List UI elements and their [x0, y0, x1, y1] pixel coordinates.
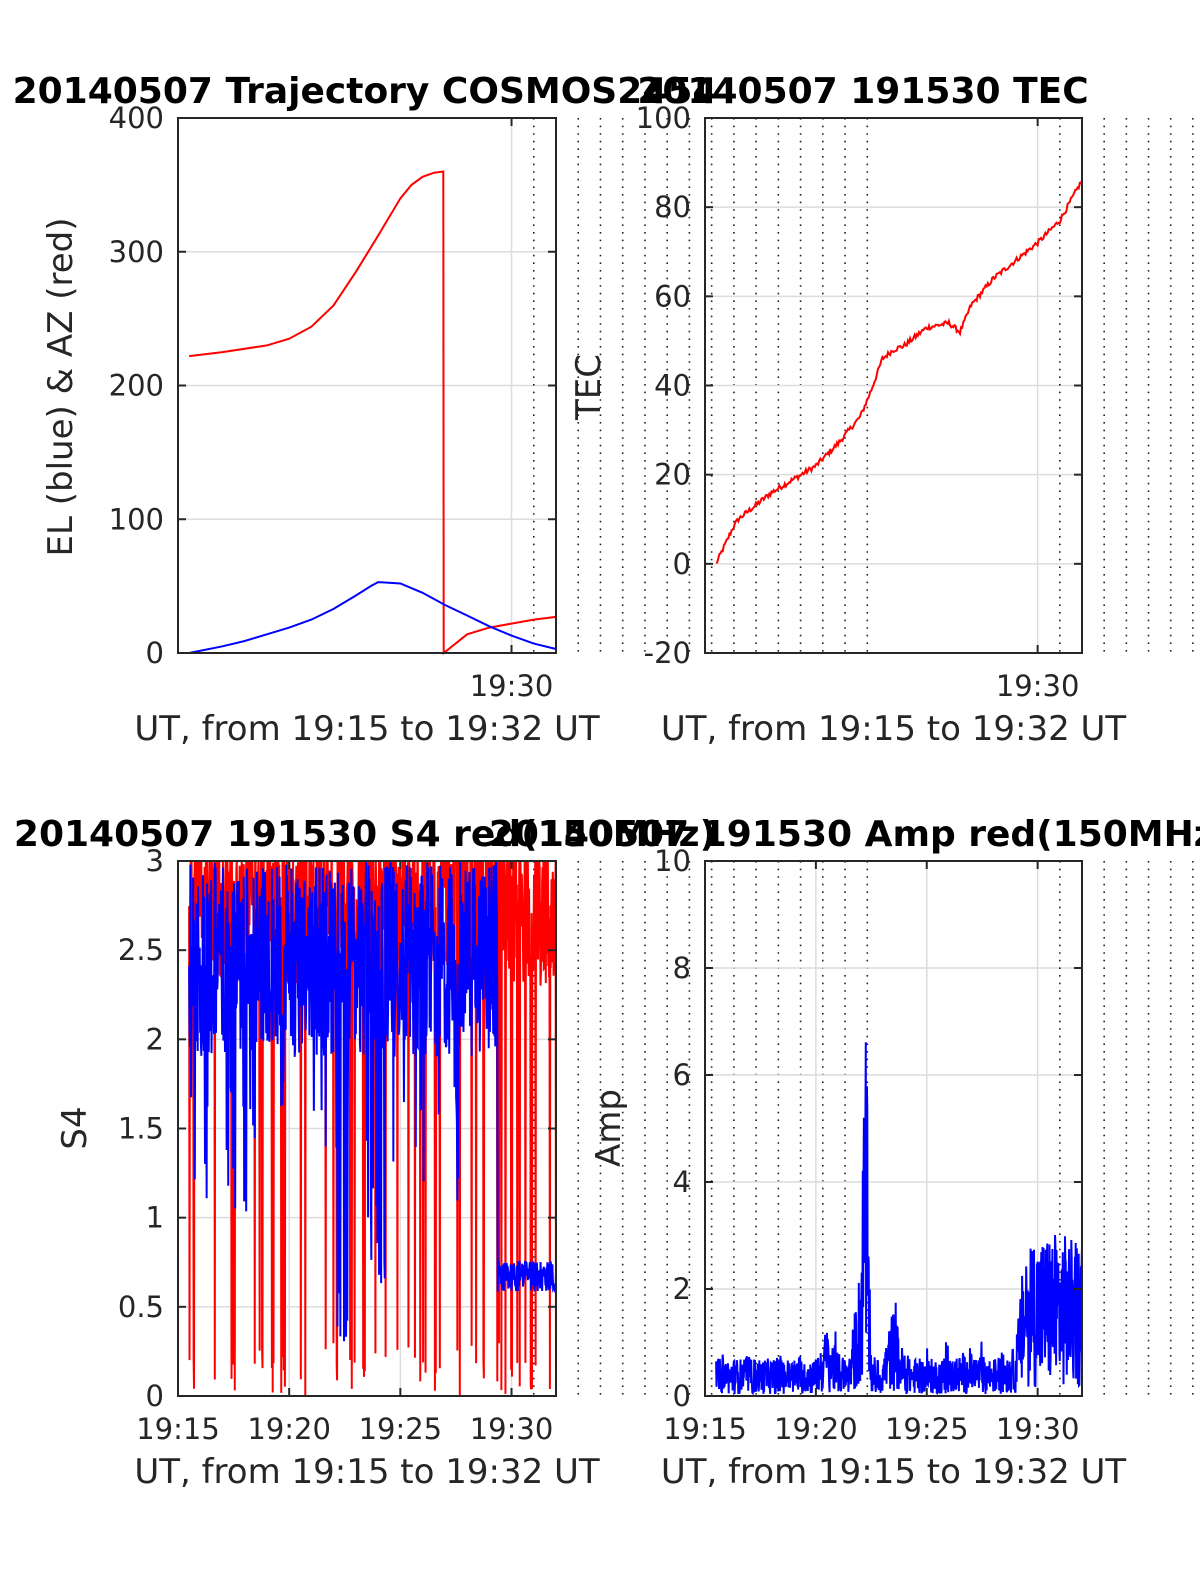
y-tick-label: 20: [654, 458, 691, 492]
chart-s4: 0 0.5 1 1.5 2 2.5 3 19:15 19:20 19:25 19:30 UT, fro…: [14, 814, 869, 1492]
y-tick-label: 4: [673, 1165, 691, 1199]
x-tick-label: 19:25: [359, 1412, 443, 1446]
y-tick-label: 1: [146, 1201, 164, 1235]
x-tick-label: 19:15: [136, 1412, 220, 1446]
y-tick-label: 200: [109, 369, 164, 403]
chart-amp: 0 2 4 6 8 10 19:15 19:20 19:25 19:30 UT, from 19:1…: [489, 814, 1200, 1492]
series-line-amp: [715, 1042, 1083, 1396]
y-axis-label: Amp: [589, 1089, 629, 1167]
x-axis-label: UT, from 19:15 to 19:32 UT: [134, 709, 600, 749]
x-tick-label: 19:30: [470, 669, 554, 703]
x-tick-label: 19:25: [885, 1412, 969, 1446]
series-line-blue: [188, 861, 557, 1342]
y-tick-label: 60: [654, 279, 691, 313]
y-tick-label: 3: [146, 844, 164, 878]
y-tick-label: 400: [109, 101, 164, 135]
chart-tec: -20 0 20 40 60 80 100 19:30 UT, from 19:15 to 19…: [569, 71, 1194, 749]
y-axis-label: TEC: [569, 354, 609, 421]
x-tick-label: 19:20: [247, 1412, 331, 1446]
y-tick-label: 0: [673, 547, 691, 581]
axes-box: [704, 860, 1083, 1397]
x-tick-label: 19:30: [996, 669, 1080, 703]
y-tick-label: 10: [654, 844, 691, 878]
y-tick-label: 100: [636, 101, 691, 135]
y-tick-label: 2.5: [118, 933, 164, 967]
y-axis-label: EL (blue) & AZ (red): [41, 217, 81, 556]
series-line-el: [188, 581, 557, 654]
y-tick-label: 80: [654, 190, 691, 224]
x-axis-label: UT, from 19:15 to 19:32 UT: [661, 1452, 1127, 1492]
y-tick-label: 0.5: [118, 1290, 164, 1324]
chart-title: 20140507 191530 Amp red(150MHz): [489, 814, 1200, 855]
y-tick-label: 0: [146, 636, 164, 670]
chart-title: 20140507 191530 S4 red(150MHz): [14, 814, 716, 855]
x-tick-label: 19:15: [663, 1412, 747, 1446]
y-tick-label: -20: [644, 636, 691, 670]
y-tick-label: 0: [146, 1379, 164, 1413]
y-tick-label: 2: [673, 1272, 691, 1306]
chart-title: 20140507 191530 TEC: [637, 71, 1088, 112]
x-tick-label: 19:30: [470, 1412, 554, 1446]
y-tick-label: 100: [109, 502, 164, 536]
x-axis-label: UT, from 19:15 to 19:32 UT: [134, 1452, 600, 1492]
series-line-az: [188, 170, 557, 656]
chart-title: 20140507 Trajectory COSMOS2454: [13, 71, 718, 112]
y-tick-label: 1.5: [118, 1112, 164, 1146]
y-tick-label: 300: [109, 235, 164, 269]
y-axis-label: S4: [55, 1106, 95, 1149]
y-tick-label: 0: [673, 1379, 691, 1413]
y-tick-label: 2: [146, 1022, 164, 1056]
y-tick-label: 40: [654, 369, 691, 403]
x-axis-label: UT, from 19:15 to 19:32 UT: [661, 709, 1127, 749]
series-line-tec: [715, 180, 1083, 564]
y-tick-label: 8: [673, 951, 691, 985]
y-tick-label: 6: [673, 1058, 691, 1092]
x-tick-label: 19:30: [996, 1412, 1080, 1446]
x-tick-label: 19:20: [774, 1412, 858, 1446]
